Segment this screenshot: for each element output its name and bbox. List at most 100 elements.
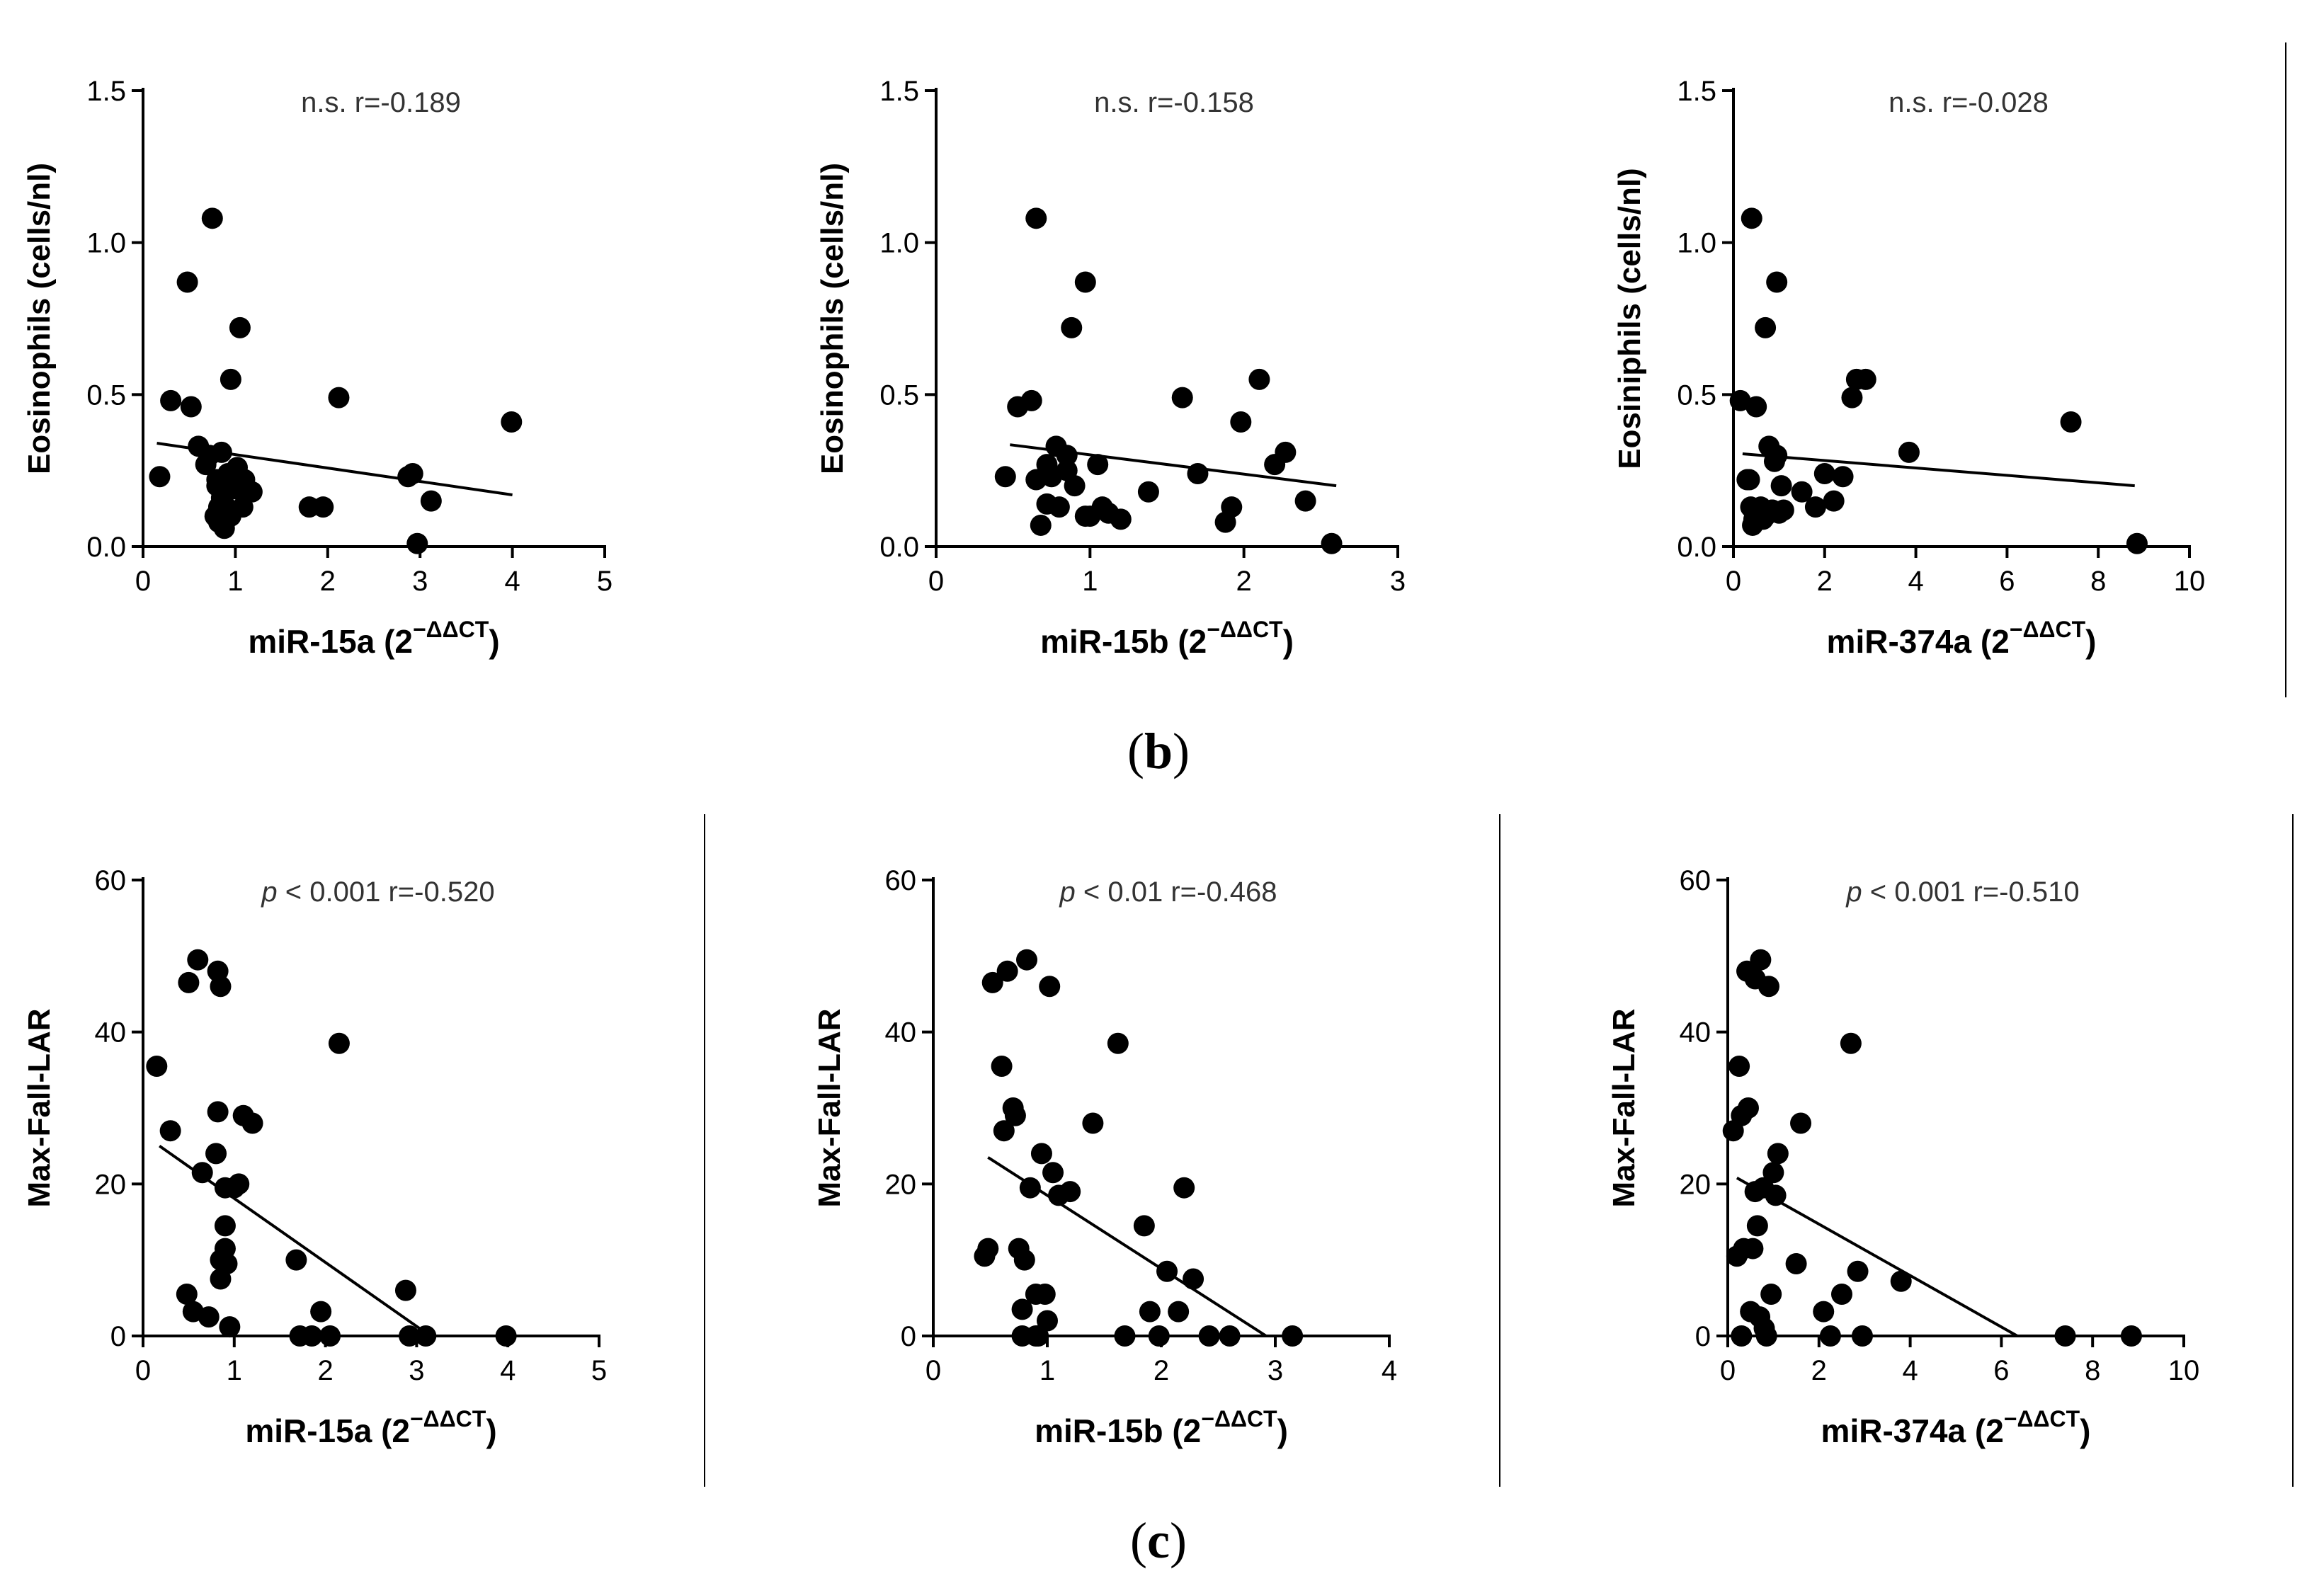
data-point xyxy=(214,1215,236,1237)
data-point xyxy=(1741,207,1762,229)
stat-prefix: p xyxy=(1059,876,1076,908)
x-tick-label: 2 xyxy=(1817,566,1833,597)
data-point xyxy=(1275,441,1297,463)
x-tick-label: 4 xyxy=(500,1355,516,1386)
y-tick-label: 0 xyxy=(1695,1321,1711,1352)
x-tick-label: 1 xyxy=(227,566,243,597)
data-point xyxy=(1731,1325,1753,1347)
panel-label-c: (c) xyxy=(1130,1512,1187,1569)
y-tick-label: 60 xyxy=(95,865,127,896)
y-axis-label: Max-Fall-LAR xyxy=(1607,1008,1641,1207)
x-tick-label: 3 xyxy=(1390,566,1406,597)
data-point xyxy=(1737,1097,1759,1119)
stat-correlation: < 0.001 r=-0.520 xyxy=(278,876,495,908)
y-tick-label: 40 xyxy=(95,1017,127,1049)
data-point xyxy=(981,971,1003,993)
x-axis-label: miR-15b (2−ΔΔCT) xyxy=(1035,1406,1288,1449)
data-point xyxy=(1729,389,1751,411)
data-point xyxy=(1767,1143,1789,1165)
x-tick-label: 2 xyxy=(1154,1355,1169,1386)
x-tick-label: 2 xyxy=(1236,566,1252,597)
stat-correlation: r=-0.158 xyxy=(1140,87,1254,118)
data-point xyxy=(394,1279,416,1301)
data-point xyxy=(1219,1325,1241,1347)
y-tick-label: 1.5 xyxy=(1677,76,1716,107)
data-point xyxy=(2060,411,2082,433)
scatter-plot-b-3: 0 2 4 6 8 10 0.0 0.5 1.0 1.5 Eosiniphils (cells/nl… xyxy=(1612,76,2205,660)
scatter-plot-c-3: 0 2 4 6 8 10 0 20 40 60 Max-Fall-LAR miR-374a (2−ΔΔ… xyxy=(1607,865,2199,1449)
data-point xyxy=(1762,1162,1784,1184)
x-tick-label: 2 xyxy=(317,1355,333,1386)
data-point xyxy=(993,1120,1015,1142)
data-point xyxy=(1064,475,1086,497)
x-axis-label-exponent: −ΔΔCT xyxy=(2004,1406,2080,1432)
data-point xyxy=(149,466,171,488)
data-point xyxy=(1745,396,1767,418)
data-point xyxy=(1133,1215,1155,1237)
y-tick-label: 1.0 xyxy=(86,228,126,259)
y-tick-label: 60 xyxy=(1680,865,1711,896)
y-tick-label: 0 xyxy=(901,1321,916,1352)
data-point xyxy=(1851,1325,1873,1347)
data-point xyxy=(1744,1181,1766,1203)
data-point xyxy=(1025,1283,1047,1305)
x-axis-label-exponent: −ΔΔCT xyxy=(410,1406,486,1432)
data-point xyxy=(1847,1260,1869,1282)
x-tick-label: 0 xyxy=(928,566,944,597)
data-point xyxy=(206,469,228,491)
data-point xyxy=(301,1325,323,1347)
data-point xyxy=(220,368,241,390)
data-point xyxy=(1282,1325,1304,1347)
data-point xyxy=(1804,496,1826,518)
stat-prefix: n.s. xyxy=(1094,87,1139,118)
data-point xyxy=(1074,271,1096,293)
data-point xyxy=(187,949,209,971)
y-tick-label: 40 xyxy=(1680,1017,1711,1049)
data-point xyxy=(201,207,223,229)
data-point xyxy=(2120,1325,2142,1347)
data-point xyxy=(1840,1032,1862,1054)
y-tick-label: 1.0 xyxy=(1677,228,1716,259)
stat-prefix: n.s. xyxy=(1889,87,1934,118)
data-point xyxy=(191,1162,213,1184)
data-point xyxy=(1248,368,1270,390)
data-point xyxy=(1016,949,1038,971)
data-point xyxy=(178,971,200,993)
data-point xyxy=(1766,445,1788,467)
data-point xyxy=(1831,1283,1852,1305)
y-tick-label: 0.5 xyxy=(1677,379,1716,411)
data-point xyxy=(1728,1055,1750,1077)
data-point xyxy=(159,1120,181,1142)
x-axis-label-base: miR-374a (2 xyxy=(1827,623,2010,660)
x-axis-label-close: ) xyxy=(1283,623,1294,660)
data-point xyxy=(2054,1325,2076,1347)
data-point xyxy=(1760,1283,1782,1305)
data-point xyxy=(2126,532,2148,554)
x-tick-label: 0 xyxy=(1726,566,1741,597)
data-point xyxy=(1020,389,1042,411)
data-point xyxy=(1898,441,1920,463)
y-tick-label: 0.0 xyxy=(86,532,126,563)
stat-annotation: p < 0.001 r=-0.520 xyxy=(261,876,494,908)
data-point xyxy=(399,1325,421,1347)
data-point xyxy=(1321,532,1343,554)
data-point xyxy=(210,487,232,509)
x-tick-label: 0 xyxy=(1720,1355,1736,1386)
data-point xyxy=(1755,316,1777,338)
data-point xyxy=(1107,1032,1129,1054)
x-tick-label: 6 xyxy=(1993,1355,2009,1386)
data-point xyxy=(232,496,254,518)
y-axis-label: Eosinophils (cells/nl) xyxy=(22,163,57,474)
data-point xyxy=(1013,1249,1035,1271)
data-point xyxy=(1221,496,1243,518)
data-point xyxy=(1187,462,1209,484)
data-point xyxy=(1813,462,1835,484)
y-tick-label: 0.5 xyxy=(86,379,126,411)
data-point xyxy=(285,1249,307,1271)
panel-label-b: (b) xyxy=(1127,723,1190,779)
stat-annotation: n.s. r=-0.189 xyxy=(301,87,461,118)
x-tick-label: 2 xyxy=(1811,1355,1827,1386)
x-axis-label-base: miR-15a (2 xyxy=(245,1412,410,1449)
y-tick-label: 0 xyxy=(110,1321,126,1352)
